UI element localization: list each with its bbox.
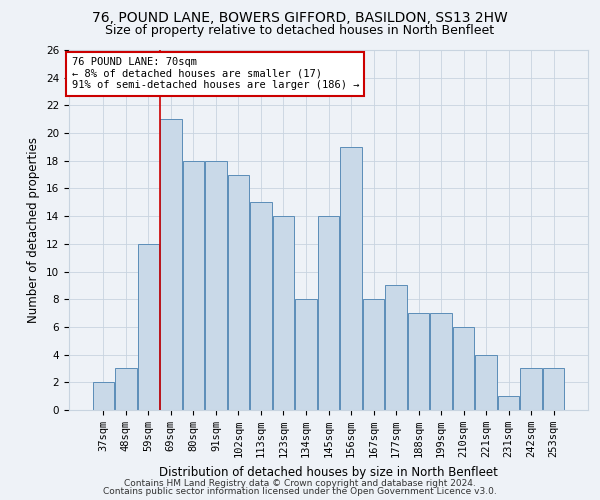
Bar <box>430 313 452 410</box>
Text: 76, POUND LANE, BOWERS GIFFORD, BASILDON, SS13 2HW: 76, POUND LANE, BOWERS GIFFORD, BASILDON… <box>92 11 508 25</box>
Bar <box>408 313 429 410</box>
Bar <box>520 368 542 410</box>
Text: Contains HM Land Registry data © Crown copyright and database right 2024.: Contains HM Land Registry data © Crown c… <box>124 478 476 488</box>
Bar <box>340 147 362 410</box>
Bar <box>498 396 520 410</box>
Bar <box>205 161 227 410</box>
Bar <box>137 244 159 410</box>
Y-axis label: Number of detached properties: Number of detached properties <box>28 137 40 323</box>
Bar <box>318 216 339 410</box>
Bar <box>273 216 294 410</box>
Bar <box>363 299 384 410</box>
Text: Contains public sector information licensed under the Open Government Licence v3: Contains public sector information licen… <box>103 487 497 496</box>
X-axis label: Distribution of detached houses by size in North Benfleet: Distribution of detached houses by size … <box>159 466 498 478</box>
Bar <box>453 327 475 410</box>
Bar <box>475 354 497 410</box>
Bar <box>160 119 182 410</box>
Bar <box>250 202 272 410</box>
Bar <box>115 368 137 410</box>
Bar <box>228 174 249 410</box>
Bar <box>295 299 317 410</box>
Bar <box>543 368 565 410</box>
Bar <box>92 382 114 410</box>
Bar <box>182 161 204 410</box>
Text: Size of property relative to detached houses in North Benfleet: Size of property relative to detached ho… <box>106 24 494 37</box>
Text: 76 POUND LANE: 70sqm
← 8% of detached houses are smaller (17)
91% of semi-detach: 76 POUND LANE: 70sqm ← 8% of detached ho… <box>71 57 359 90</box>
Bar <box>385 286 407 410</box>
